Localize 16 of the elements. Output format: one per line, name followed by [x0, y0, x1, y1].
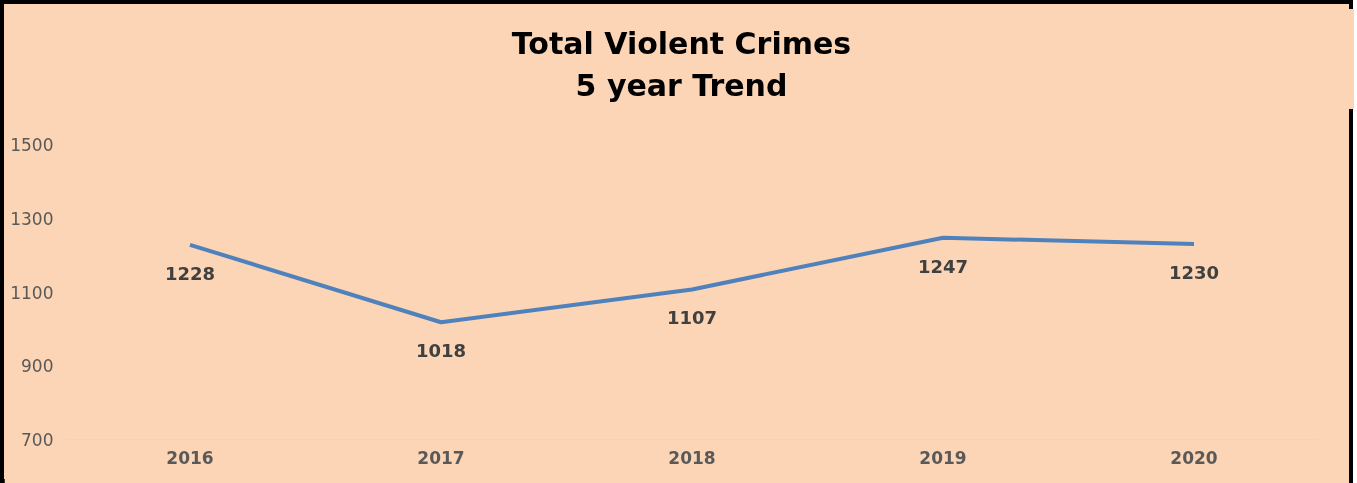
- x-tick-label: 2019: [919, 447, 967, 468]
- y-tick-label: 900: [21, 356, 54, 377]
- x-tick-label: 2016: [166, 447, 214, 468]
- y-tick-label: 700: [21, 430, 54, 450]
- data-label: 1228: [164, 262, 216, 284]
- x-tick-label: 2018: [668, 447, 716, 468]
- y-tick-label: 1500: [10, 135, 54, 155]
- x-tick-label: 2020: [1170, 447, 1218, 468]
- data-label: 1107: [666, 307, 718, 329]
- chart-title: Total Violent Crimes 5 year Trend: [511, 25, 852, 105]
- data-label: 1247: [917, 255, 969, 277]
- x-tick-label: 2017: [417, 447, 465, 468]
- data-label: 1018: [415, 340, 467, 362]
- y-tick-label: 1300: [10, 208, 54, 229]
- data-label: 1230: [1168, 262, 1220, 284]
- y-tick-label: 1100: [10, 282, 54, 303]
